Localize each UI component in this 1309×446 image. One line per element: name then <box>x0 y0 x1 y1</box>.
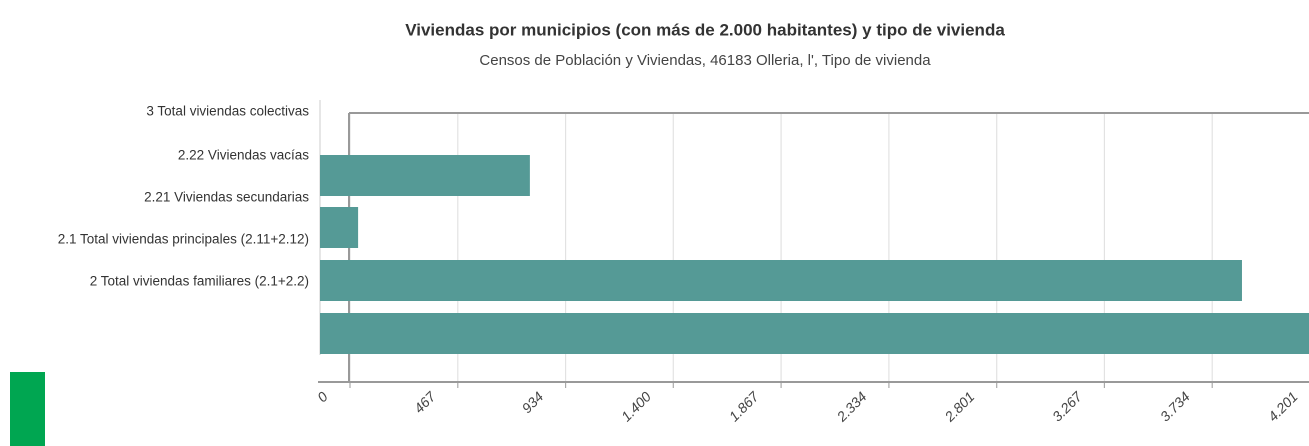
x-tick-label: 1.867 <box>726 388 763 425</box>
chart-subtitle: Censos de Población y Viviendas, 46183 O… <box>479 52 931 69</box>
chart-title: Viviendas por municipios (con más de 2.0… <box>405 20 1005 39</box>
x-tick-label: 467 <box>411 388 440 417</box>
bar <box>320 207 359 248</box>
x-tick-label: 1.400 <box>618 388 654 424</box>
bar <box>320 313 1309 354</box>
x-tick-label: 4.201 <box>1265 388 1301 424</box>
y-tick-label: 2 Total viviendas familiares (2.1+2.2) <box>90 274 309 289</box>
logo-block <box>10 372 45 446</box>
y-tick-label: 2.21 Viviendas secundarias <box>144 190 309 205</box>
x-tick-label: 3.734 <box>1157 388 1193 424</box>
y-tick-label: 3 Total viviendas colectivas <box>146 104 309 119</box>
y-tick-label: 2.1 Total viviendas principales (2.11+2.… <box>58 232 309 247</box>
bar <box>320 260 1242 301</box>
x-tick-label: 934 <box>519 388 547 416</box>
x-tick-label: 2.334 <box>833 388 870 425</box>
y-tick-label: 2.22 Viviendas vacías <box>178 148 309 163</box>
x-tick-label: 0 <box>314 388 331 405</box>
bar <box>320 155 530 196</box>
x-tick-label: 3.267 <box>1049 388 1086 425</box>
x-tick-label: 2.801 <box>941 388 978 425</box>
